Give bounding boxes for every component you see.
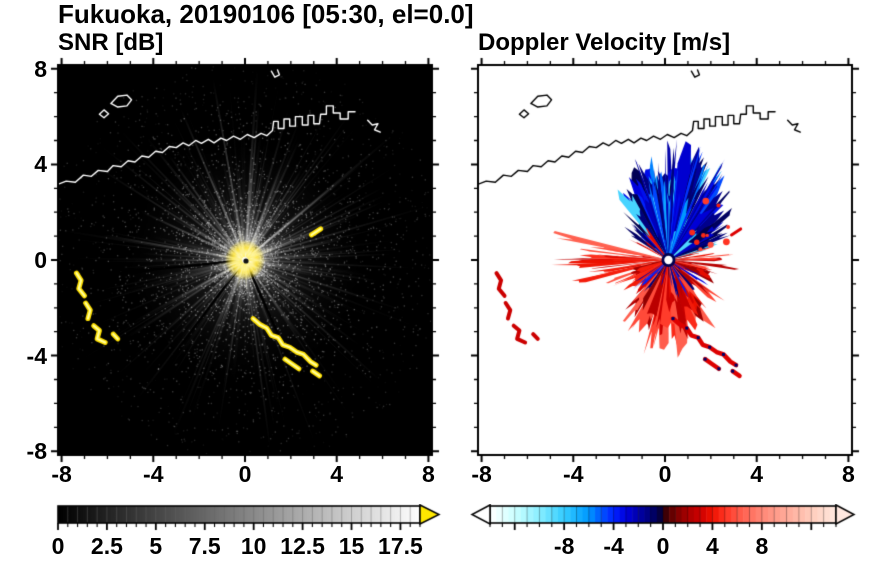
snr-colorbar-tick-label: 2.5 xyxy=(90,533,123,559)
doppler-x-tick-label: -8 xyxy=(471,461,492,487)
doppler-x-tick-label: -4 xyxy=(563,461,584,487)
snr-x-tick-label: -4 xyxy=(143,461,164,487)
doppler-colorbar-tick-label: 8 xyxy=(755,533,769,559)
snr-x-tick-label: 4 xyxy=(330,461,344,487)
snr-colorbar-tick-label: 12.5 xyxy=(280,533,325,559)
doppler-colorbar-tick-label: 4 xyxy=(706,533,719,559)
snr-y-tick-label: 4 xyxy=(34,151,47,178)
doppler-colorbar-tick-label: -8 xyxy=(553,533,575,559)
snr-y-tick-label: -4 xyxy=(26,342,47,369)
snr-colorbar xyxy=(56,504,446,532)
snr-x-tick-label: 0 xyxy=(238,461,252,487)
snr-colorbar-tick-label: 5 xyxy=(149,533,163,559)
snr-colorbar-tick-label: 10 xyxy=(240,533,267,559)
doppler-panel-title: Doppler Velocity [m/s] xyxy=(478,29,731,56)
snr-y-tick-label: 8 xyxy=(34,55,47,82)
snr-colorbar-tick-label: 17.5 xyxy=(378,533,423,559)
snr-panel-title: SNR [dB] xyxy=(58,29,164,56)
snr-x-tick-label: 8 xyxy=(422,461,435,487)
snr-plot-canvas xyxy=(49,56,441,464)
doppler-x-tick-label: 8 xyxy=(842,461,855,487)
doppler-x-tick-label: 4 xyxy=(750,461,764,487)
snr-colorbar-tick-label: 0 xyxy=(51,533,65,559)
snr-y-tick-label: 0 xyxy=(34,247,47,273)
snr-colorbar-tick-label: 15 xyxy=(338,533,365,559)
doppler-colorbar-tick-label: -4 xyxy=(603,533,624,559)
doppler-x-tick-label: 0 xyxy=(658,461,672,487)
snr-x-tick-label: -8 xyxy=(51,461,72,487)
snr-y-tick-label: -8 xyxy=(26,438,47,465)
doppler-colorbar xyxy=(470,504,860,532)
doppler-plot-canvas xyxy=(469,56,861,464)
doppler-colorbar-tick-label: 0 xyxy=(656,533,670,559)
figure-title: Fukuoka, 20190106 [05:30, el=0.0] xyxy=(58,0,474,29)
snr-colorbar-tick-label: 7.5 xyxy=(188,533,221,559)
